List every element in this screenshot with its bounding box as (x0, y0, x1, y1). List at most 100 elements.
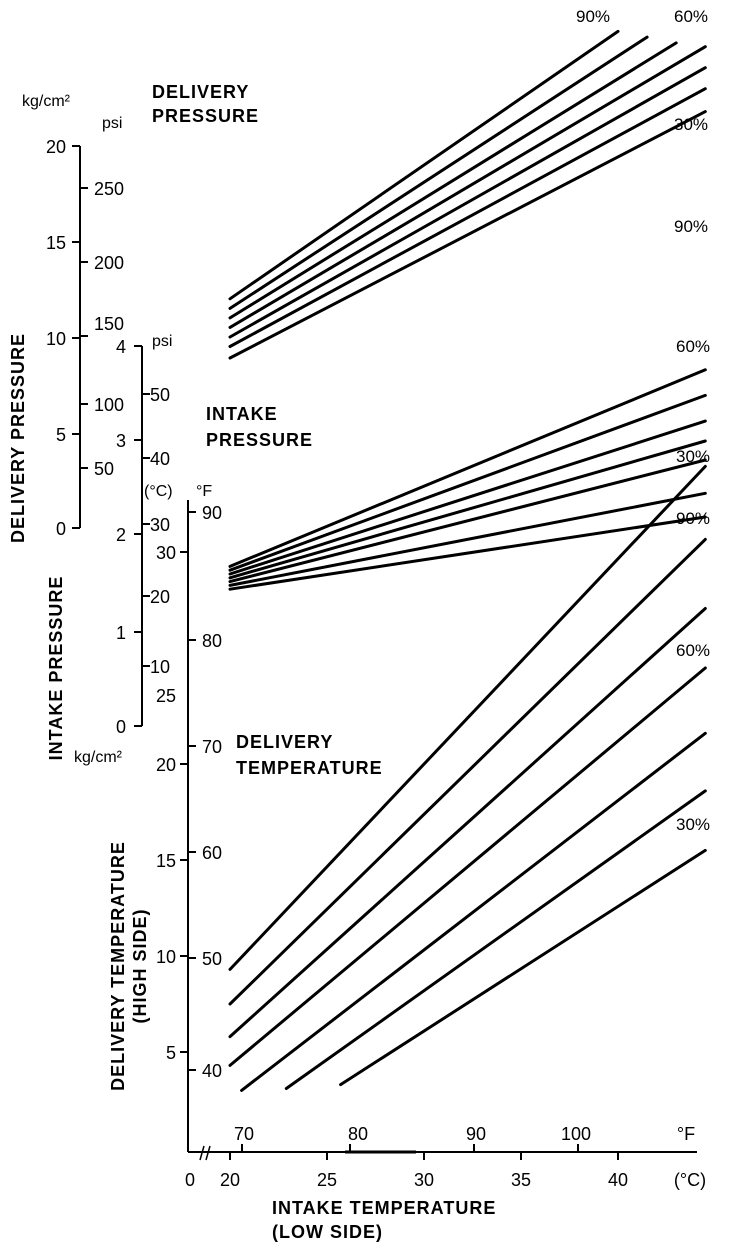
delivery-pressure-30-label: 30% (674, 115, 708, 134)
tick-label: 4 (116, 337, 126, 357)
delivery-temperature-axis-title: DELIVERY TEMPERATURE (108, 841, 128, 1091)
tick-label: 100 (561, 1124, 591, 1144)
intake-pressure-kg-unit: kg/cm² (74, 749, 123, 766)
delivery-pressure-heading-line2: PRESSURE (152, 106, 259, 126)
tick-label: 25 (317, 1170, 337, 1190)
tick-label: 150 (94, 314, 124, 334)
delivery-temperature-line-30pct (339, 848, 707, 1087)
tick-label: 200 (94, 253, 124, 273)
series-lines (228, 29, 707, 1092)
delivery-temperature-heading-line1: DELIVERY (236, 732, 333, 752)
intake-pressure-heading-line2: PRESSURE (206, 430, 313, 450)
delivery-temperature-line-50pct (240, 731, 707, 1092)
tick-label: 90 (202, 503, 222, 523)
intake-pressure-line-40pct (228, 491, 707, 587)
delivery-temperature-scale: (°C) °F 30 25 20 15 10 5 90 80 70 60 50 … (108, 483, 222, 1091)
intake-pressure-line-50pct (228, 458, 707, 584)
x-axis-subtitle: (LOW SIDE) (272, 1222, 383, 1242)
axis-lines (79, 146, 697, 1161)
delivery-temperature-heading-line2: TEMPERATURE (236, 758, 383, 778)
delivery-pressure-line-60pct (228, 45, 707, 329)
tick-label: 60 (202, 843, 222, 863)
delivery-pressure-60-label: 60% (674, 7, 708, 26)
delivery-pressure-line-50pct (228, 66, 707, 339)
tick-label: 15 (46, 233, 66, 253)
delivery-temperature-line-80pct (228, 537, 707, 1006)
delivery-pressure-line-80pct (228, 35, 649, 310)
tick-label: 250 (94, 179, 124, 199)
tick-label: 10 (46, 329, 66, 349)
tick-label: 0 (116, 717, 126, 737)
x-axis-title: INTAKE TEMPERATURE (272, 1198, 496, 1218)
delivery-pressure-line-70pct (228, 41, 678, 320)
group-headings: DELIVERY PRESSURE INTAKE PRESSURE DELIVE… (152, 82, 383, 778)
intake-pressure-heading-line1: INTAKE (206, 404, 278, 424)
tick-label: 10 (156, 947, 176, 967)
intake-pressure-line-60pct (228, 439, 707, 580)
tick-label: 20 (46, 137, 66, 157)
delivery-temperature-60-label: 60% (676, 641, 710, 660)
delivery-pressure-90-label: 90% (576, 7, 610, 26)
tick-label: 0 (185, 1170, 195, 1190)
delivery-temperature-axis-subtitle: (HIGH SIDE) (130, 908, 150, 1023)
delivery-temperature-line-40pct (284, 789, 707, 1090)
tick-label: 80 (348, 1124, 368, 1144)
x-axis-celsius-unit: (°C) (674, 1170, 706, 1190)
delivery-temperature-f-unit: °F (196, 483, 212, 500)
tick-label: 50 (94, 459, 114, 479)
tick-label: 10 (150, 657, 170, 677)
tick-label: 30 (156, 543, 176, 563)
delivery-pressure-scale: kg/cm² psi 20 15 10 5 0 250 200 150 100 … (8, 93, 124, 543)
tick-label: 30 (414, 1170, 434, 1190)
delivery-pressure-line-30pct (228, 110, 707, 360)
tick-label: 70 (234, 1124, 254, 1144)
intake-pressure-line-30pct (228, 515, 707, 591)
tick-label: 5 (166, 1043, 176, 1063)
tick-label: 40 (150, 449, 170, 469)
tick-label: 70 (202, 737, 222, 757)
intake-pressure-90-label: 90% (674, 217, 708, 236)
intake-pressure-psi-unit: psi (152, 333, 172, 350)
intake-temperature-scale: 0 20 25 30 35 40 (°C) 70 80 90 100 °F IN… (185, 1124, 706, 1242)
delivery-temperature-line-60pct (228, 666, 707, 1067)
intake-pressure-line-80pct (228, 393, 707, 572)
tick-label: 50 (202, 949, 222, 969)
intake-pressure-line-90pct (228, 368, 707, 568)
delivery-pressure-axis-title: DELIVERY PRESSURE (8, 333, 28, 543)
tick-label: 1 (116, 623, 126, 643)
delivery-pressure-line-90pct (228, 29, 620, 301)
tick-label: 20 (220, 1170, 240, 1190)
intake-pressure-scale: psi 4 3 2 1 0 50 40 30 20 10 kg/cm² INTA… (46, 333, 172, 766)
tick-label: 40 (608, 1170, 628, 1190)
delivery-pressure-kg-unit: kg/cm² (22, 93, 71, 110)
tick-label: 30 (150, 515, 170, 535)
x-axis-fahrenheit-unit: °F (677, 1124, 695, 1144)
tick-label: 0 (56, 519, 66, 539)
delivery-pressure-line-40pct (228, 87, 707, 348)
delivery-pressure-psi-unit: psi (102, 115, 122, 132)
tick-label: 35 (511, 1170, 531, 1190)
delivery-temperature-line-90pct (228, 464, 707, 971)
tick-label: 3 (116, 431, 126, 451)
tick-label: 5 (56, 425, 66, 445)
delivery-pressure-heading-line1: DELIVERY (152, 82, 249, 102)
axis-break-mark (199, 1145, 211, 1161)
tick-marks (72, 145, 619, 1160)
delivery-temperature-30-label: 30% (676, 815, 710, 834)
tick-label: 80 (202, 631, 222, 651)
delivery-temperature-line-70pct (228, 607, 707, 1039)
tick-label: 15 (156, 851, 176, 871)
tick-label: 20 (156, 755, 176, 775)
intake-pressure-60-label: 60% (676, 337, 710, 356)
delivery-temperature-c-unit: (°C) (144, 483, 173, 500)
tick-label: 20 (150, 587, 170, 607)
intake-pressure-axis-title: INTAKE PRESSURE (46, 576, 66, 761)
tick-label: 90 (466, 1124, 486, 1144)
tick-label: 25 (156, 686, 176, 706)
intake-pressure-line-70pct (228, 419, 707, 576)
tick-label: 2 (116, 525, 126, 545)
tick-label: 50 (150, 385, 170, 405)
tick-label: 40 (202, 1061, 222, 1081)
